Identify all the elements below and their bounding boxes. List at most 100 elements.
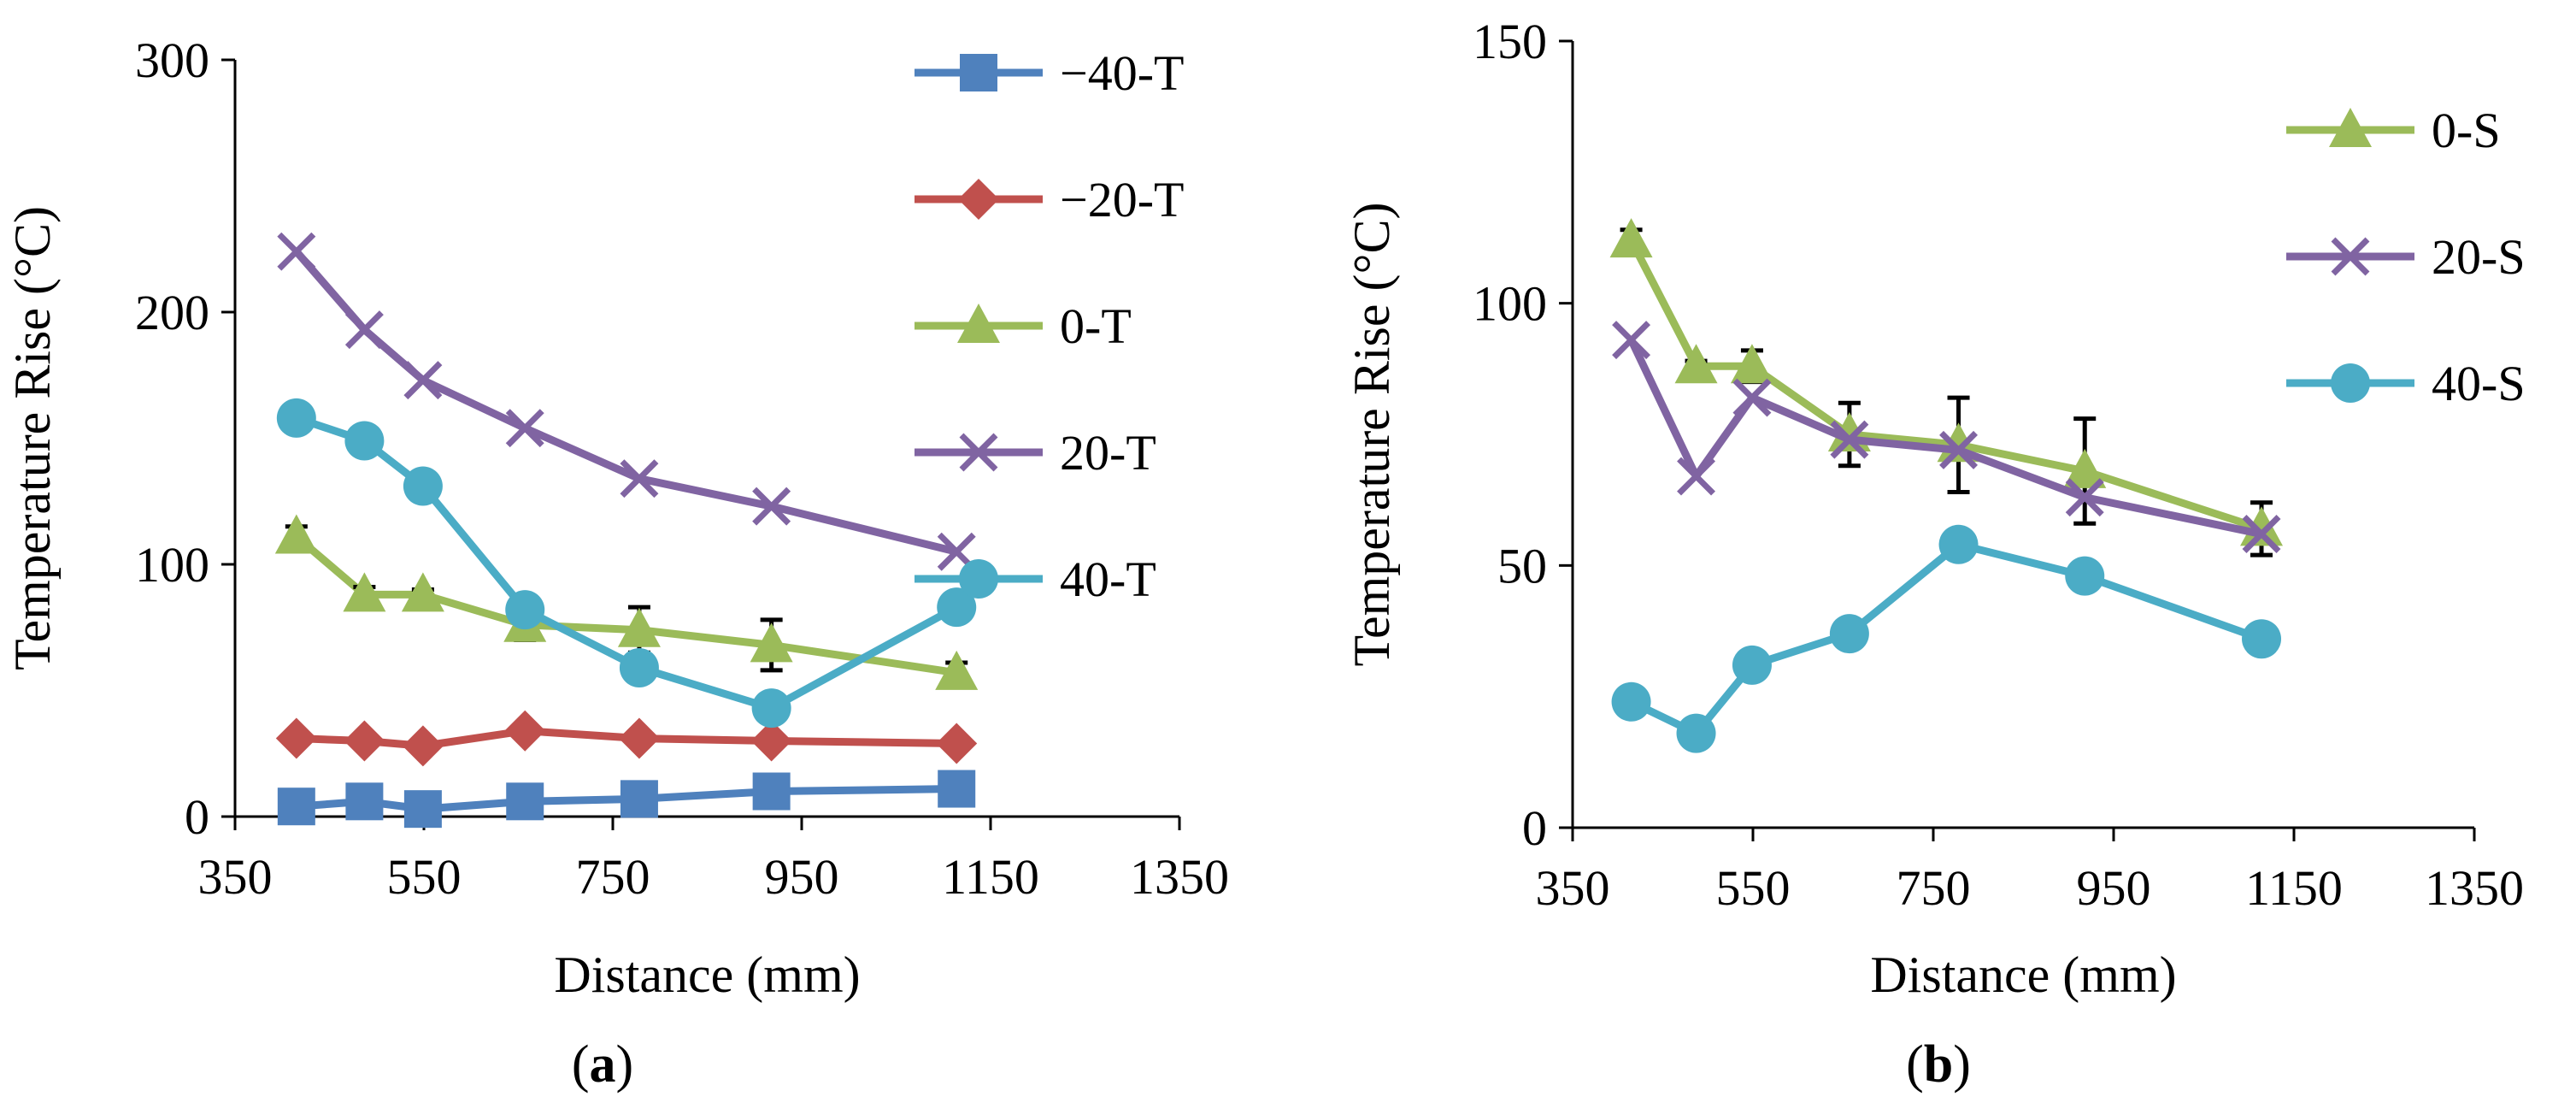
panel-b-series-20-s-point: [1830, 420, 1869, 459]
panel-b-series-20-s-point: [1612, 321, 1651, 360]
panel-b-series-40-s-point: [1676, 713, 1716, 753]
panel-a-caption: (a): [572, 1035, 633, 1094]
panel-b-series-40-s-point: [1611, 681, 1651, 722]
panel-b-series-20-s-point: [1939, 430, 1979, 469]
panel-b-x-tick-label: 750: [1897, 860, 1971, 916]
panel-a-series-20-t-point: [618, 717, 660, 759]
panel-b-series-0-s-point: [2063, 448, 2107, 488]
panel-a-series-40-t-point: [276, 398, 316, 438]
panel-a-series-0-t-point: [401, 572, 444, 612]
panel-b-legend-20-s: 20-S: [2286, 229, 2526, 285]
panel-a-series-40-t-point: [345, 782, 384, 821]
panel-b-series-40-s-point: [1829, 614, 1869, 654]
panel-b-legend-20-s-marker-stroke-2: [2331, 237, 2370, 276]
panel-a-series-20-t-point: [344, 720, 385, 762]
panel-b-series-20-s-point-stroke-2: [1732, 378, 1772, 417]
panel-a-series-20-t-point: [275, 717, 317, 759]
panel-a-series-40-t-point: [937, 587, 977, 628]
panel-a-caption-close: ): [616, 1035, 634, 1094]
panel-a-legend-20-t-marker-stroke-2: [959, 433, 998, 472]
panel-b-series-0-s-point: [1609, 218, 1653, 258]
panel-b-series-20-s-point-stroke-2: [1939, 430, 1979, 469]
panel-a-legend-0-t-marker: [957, 304, 1000, 343]
panel-a-series-40-t-point: [506, 782, 544, 821]
panel-a-series-40-t-point: [403, 466, 443, 506]
panel-a-caption-open: (: [572, 1035, 590, 1094]
panel-a-legend-20-t: −20-T: [915, 172, 1184, 227]
panel-b-series-20-s-point-stroke-2: [1677, 457, 1716, 496]
panel-a-series-20-t-point-stroke-2: [277, 232, 316, 271]
panel-a-series-0-t-point: [343, 572, 386, 612]
panel-a-legend-40-t-marker: [959, 559, 998, 599]
panel-a-legend-0-t-label: 0-T: [1060, 298, 1132, 354]
panel-b-series-20-s-point: [1677, 457, 1716, 496]
panel-a-series-40-t-point: [620, 780, 658, 818]
panel-a-legend-40-t: 40-T: [915, 552, 1156, 607]
panel-b-legend-20-s-marker: [2331, 237, 2370, 276]
panel-b-series-20-s-point: [2065, 478, 2104, 517]
panel-a-x-tick-label: 350: [198, 849, 273, 905]
panel-b-series-20-s-point: [1732, 378, 1772, 417]
panel-b-legend-40-s-label: 40-S: [2432, 356, 2526, 411]
panel-a-series-40-t-point: [619, 647, 659, 687]
panel-a-legend-0-t: 0-T: [915, 298, 1132, 354]
panel-a-legend-20-t-marker: [958, 179, 999, 220]
panel-a-series-20-t-point-stroke-2: [344, 310, 384, 350]
panel-b-series-40-s-point: [2242, 619, 2282, 659]
chart-panel-a: 0 100 200 300 350 550 750 950 1150 1350 Distance (…: [4, 32, 1229, 1094]
panel-b-series-40-s-point: [1732, 645, 1772, 685]
panel-a-legend-40-t: −40-T: [915, 45, 1184, 101]
panel-b-caption: (b): [1906, 1035, 1971, 1094]
panel-a-legend-40-t-label: −40-T: [1060, 45, 1184, 101]
panel-b-y-tick-label: 50: [1497, 538, 1547, 593]
panel-b-series-20-s-point-stroke-2: [1612, 321, 1651, 360]
panel-b-series-40-s-point: [2065, 556, 2105, 596]
panel-a-series-20-t-point: [403, 361, 443, 400]
panel-a-y-axis-title: Temperature Rise (°C): [4, 206, 61, 670]
panel-b-series-20-s-point-stroke-2: [1830, 420, 1869, 459]
panel-b-x-tick-label: 950: [2077, 860, 2151, 916]
panel-b-caption-close: ): [1953, 1035, 1971, 1094]
panel-a-series-20-t-point: [936, 723, 978, 764]
panel-a-legend-40-t-label: 40-T: [1060, 552, 1156, 607]
panel-b-series-20-s: [1612, 321, 2281, 554]
panel-a-y-tick-label: 0: [185, 789, 209, 845]
panel-b-series-0-s-point: [2240, 506, 2284, 546]
panel-b-x-tick-label: 1150: [2245, 860, 2343, 916]
panel-a-series-20-t-point-stroke-2: [403, 361, 443, 400]
panel-a-legend-20-t-label: −20-T: [1060, 172, 1184, 227]
panel-a-series-20-t-point-stroke-2: [752, 487, 791, 526]
panel-a-series-40-t-point: [505, 590, 545, 630]
panel-a-legend-20-t-label: 20-T: [1060, 425, 1156, 481]
panel-a-series-0-t-point: [750, 622, 793, 663]
panel-a-y-tick-label: 100: [135, 537, 209, 593]
panel-b-series-40-s: [1611, 524, 2282, 753]
panel-b-legend-40-s: 40-S: [2286, 356, 2526, 411]
panel-a-series-20-t-point: [505, 409, 544, 448]
panel-a-series-20-t-point-stroke-2: [620, 459, 659, 498]
panel-a-series-40-t-point: [752, 772, 791, 811]
panel-a-series-40-t-point: [277, 788, 315, 826]
panel-a-series-20-t: [275, 710, 978, 767]
panel-a-series-20-t-point: [752, 487, 791, 526]
panel-b-legend-40-s-marker: [2331, 363, 2370, 403]
panel-a-series-40-t-point: [344, 421, 385, 461]
panel-a-series-0-t-point: [617, 607, 661, 647]
panel-a-series-40-t: [276, 398, 977, 729]
panel-b-y-tick-label: 100: [1473, 276, 1547, 332]
panel-b-legend-0-s: 0-S: [2286, 103, 2501, 158]
panel-b-legend-0-s-label: 0-S: [2432, 103, 2501, 158]
panel-a-series-20-t-point: [277, 232, 316, 271]
panel-a-legend-20-t-marker: [959, 433, 998, 472]
panel-b-caption-letter: b: [1924, 1035, 1953, 1094]
panel-a-y-tick-label: 300: [135, 32, 209, 88]
panel-a-series-40-t: [277, 770, 976, 829]
panel-b-legend-0-s-marker: [2329, 108, 2372, 147]
panel-a-x-tick-label: 950: [765, 849, 839, 905]
panel-b-series-0-s-point: [1674, 344, 1718, 384]
panel-b-series-40-s-point: [1938, 524, 1979, 564]
panel-a-y-tick-label: 200: [135, 285, 209, 340]
panel-a-series-20-t-point: [504, 710, 546, 752]
panel-a-series-20-t-point: [620, 459, 659, 498]
